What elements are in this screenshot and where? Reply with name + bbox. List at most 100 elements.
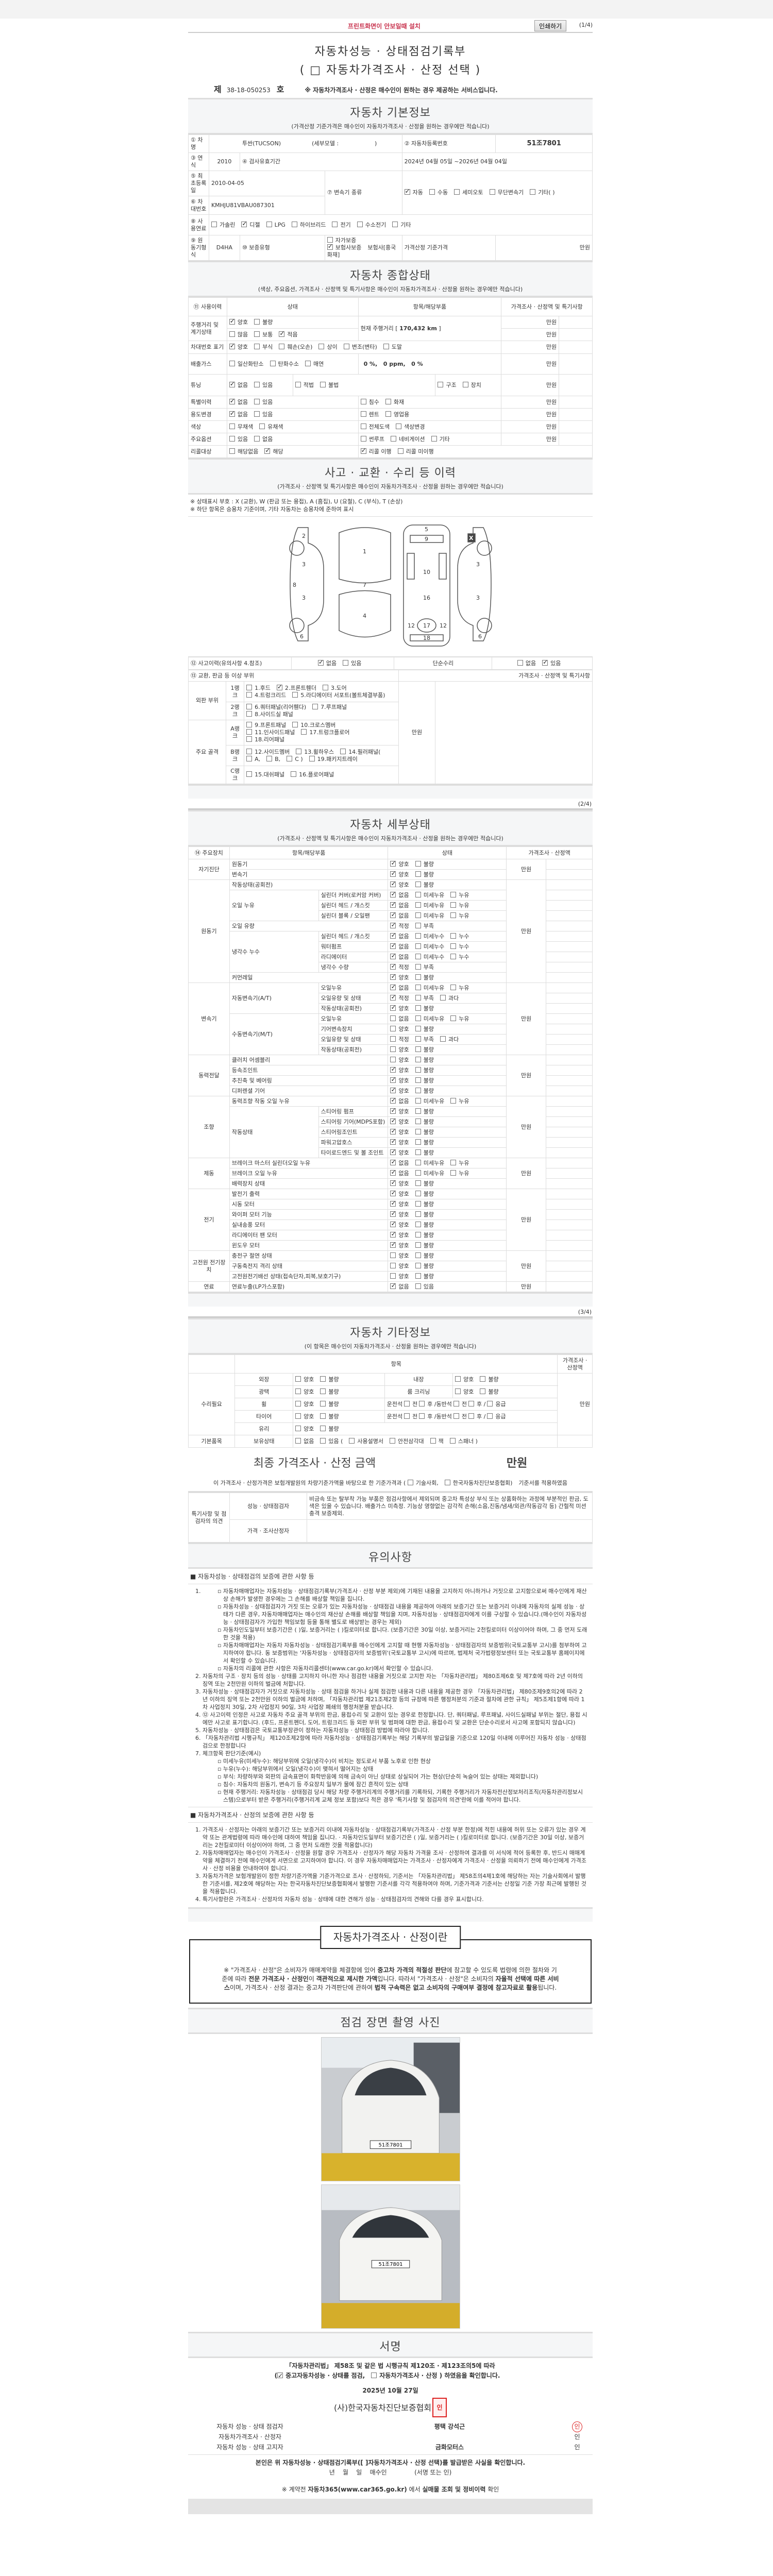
checkbox-option[interactable]: 없음 [390, 1015, 409, 1023]
checkbox-option[interactable]: 불량 [415, 1242, 434, 1249]
checkbox-icon[interactable] [211, 221, 217, 227]
checkbox-icon[interactable] [453, 1400, 459, 1406]
checkbox-option[interactable]: 5.라디에이터 서포트(볼트체결부품) [292, 691, 385, 699]
checkbox-option[interactable]: 적음 [279, 330, 298, 338]
checkbox-option[interactable]: 있음 [415, 1283, 434, 1291]
checkbox-option[interactable]: 없음 [295, 1437, 314, 1445]
checkbox-icon[interactable] [322, 684, 328, 690]
checkbox-icon[interactable] [462, 381, 468, 387]
checkbox-icon[interactable] [415, 943, 421, 949]
checkbox-icon[interactable] [254, 435, 260, 442]
checkbox-option[interactable]: 리콜 미이행 [397, 448, 434, 455]
checkbox-option[interactable]: B, [266, 755, 280, 763]
checkbox-option[interactable]: 양호 [390, 1117, 409, 1126]
checkbox-option[interactable]: 많음 [229, 331, 248, 338]
checkbox-option[interactable]: 기술사회, [407, 1479, 439, 1487]
checked-box-icon[interactable] [390, 1076, 396, 1083]
checkbox-icon[interactable] [415, 891, 421, 897]
checkbox-option[interactable]: 있음 [343, 659, 361, 667]
checkbox-icon[interactable] [309, 755, 315, 761]
checkbox-icon[interactable] [320, 1400, 326, 1406]
checkbox-option[interactable]: 불량 [415, 1046, 434, 1054]
checkbox-option[interactable]: 양호 [390, 1273, 409, 1280]
checkbox-option[interactable]: 미세누유 [415, 1097, 444, 1105]
checkbox-option[interactable]: 안전삼각대 [390, 1437, 424, 1445]
checkbox-option[interactable]: 불량 [415, 860, 434, 868]
checkbox-option[interactable]: 불량 [480, 1376, 499, 1383]
checkbox-option[interactable]: 화재 [385, 398, 404, 406]
checkbox-option[interactable]: 불량 [415, 1273, 434, 1280]
checkbox-option[interactable]: 불량 [320, 1413, 339, 1420]
checkbox-option[interactable]: 양호 [390, 1262, 409, 1270]
checkbox-option[interactable]: 누유 [450, 902, 469, 909]
checkbox-option[interactable]: 양호 [390, 870, 409, 878]
checkbox-option[interactable]: 썬루프 [360, 435, 384, 443]
checkbox-icon[interactable] [332, 221, 338, 227]
checkbox-icon[interactable] [444, 1480, 450, 1485]
checkbox-icon[interactable] [449, 1437, 456, 1444]
checkbox-icon[interactable] [279, 344, 285, 349]
checkbox-option[interactable]: 불법 [320, 381, 339, 389]
checkbox-option[interactable]: 미세누유 [415, 902, 444, 909]
checked-box-icon[interactable] [390, 1158, 396, 1165]
checkbox-option[interactable]: 없음 [390, 911, 409, 920]
checked-box-icon[interactable] [390, 931, 396, 939]
checkbox-icon[interactable] [480, 1376, 486, 1382]
checkbox-icon[interactable] [254, 344, 260, 349]
checkbox-option[interactable]: 양호 [390, 1127, 409, 1136]
checkbox-option[interactable]: 전체도색 [360, 423, 390, 431]
checkbox-icon[interactable] [454, 189, 460, 195]
checkbox-option[interactable]: 사용설명서 [349, 1437, 383, 1445]
checkbox-icon[interactable] [301, 729, 307, 735]
checkbox-option[interactable]: 2.프론트휀더 [276, 683, 316, 692]
checkbox-icon[interactable] [229, 435, 235, 442]
checkbox-icon[interactable] [415, 1046, 421, 1052]
checkbox-icon[interactable] [440, 994, 446, 1001]
checkbox-option[interactable]: 부식 [254, 344, 273, 351]
checkbox-icon[interactable] [254, 381, 260, 387]
checkbox-option[interactable]: 불량 [415, 1128, 434, 1136]
checkbox-option[interactable]: 불량 [480, 1388, 499, 1396]
checkbox-icon[interactable] [415, 881, 421, 887]
checkbox-option[interactable]: 양호 [455, 1388, 474, 1396]
checkbox-option[interactable]: 양호 [295, 1400, 314, 1408]
checkbox-icon[interactable] [415, 912, 421, 918]
checkbox-option[interactable]: 한국자동차진단보증협회) [444, 1479, 512, 1487]
checkbox-icon[interactable] [415, 1025, 421, 1031]
checkbox-option[interactable]: 누유 [450, 1015, 469, 1023]
checked-box-icon[interactable] [229, 397, 235, 404]
checked-box-icon[interactable] [390, 880, 396, 887]
checkbox-option[interactable]: 없음 [254, 435, 273, 443]
checkbox-option[interactable]: 중고자동차성능 · 상태를 점검, [277, 2371, 365, 2381]
checkbox-option[interactable]: 불량 [320, 1376, 339, 1383]
checkbox-option[interactable]: 18.리어패널 [246, 736, 284, 743]
checkbox-icon[interactable] [295, 1376, 301, 1382]
checkbox-icon[interactable] [305, 360, 311, 366]
checkbox-icon[interactable] [246, 755, 253, 761]
checkbox-icon[interactable] [455, 1376, 461, 1382]
checked-box-icon[interactable] [229, 380, 235, 387]
checkbox-option[interactable]: 14.필러패널( [340, 748, 380, 756]
checked-box-icon[interactable] [390, 901, 396, 908]
checked-box-icon[interactable] [390, 1096, 396, 1104]
checkbox-icon[interactable] [390, 1015, 396, 1021]
checkbox-icon[interactable] [320, 381, 326, 387]
checkbox-icon[interactable] [415, 1077, 421, 1083]
checkbox-option[interactable]: 있음 [542, 658, 561, 667]
checkbox-option[interactable]: 구조 [438, 381, 457, 389]
checkbox-icon[interactable] [480, 1388, 486, 1394]
checked-box-icon[interactable] [229, 342, 235, 349]
checkbox-option[interactable]: 1.후드 [246, 684, 271, 692]
checkbox-icon[interactable] [390, 1025, 396, 1031]
checkbox-option[interactable]: 없음 [390, 931, 409, 940]
checkbox-icon[interactable] [415, 1252, 421, 1258]
checkbox-option[interactable]: 부족 [415, 1036, 434, 1043]
checkbox-icon[interactable] [390, 1036, 396, 1042]
checkbox-option[interactable]: 하이브리드 [291, 221, 326, 229]
checkbox-icon[interactable] [360, 423, 366, 429]
checkbox-icon[interactable] [246, 704, 253, 709]
checkbox-icon[interactable] [266, 221, 272, 227]
checkbox-icon[interactable] [246, 748, 253, 754]
checkbox-option[interactable]: 불량 [320, 1388, 339, 1396]
checkbox-icon[interactable] [291, 221, 297, 227]
